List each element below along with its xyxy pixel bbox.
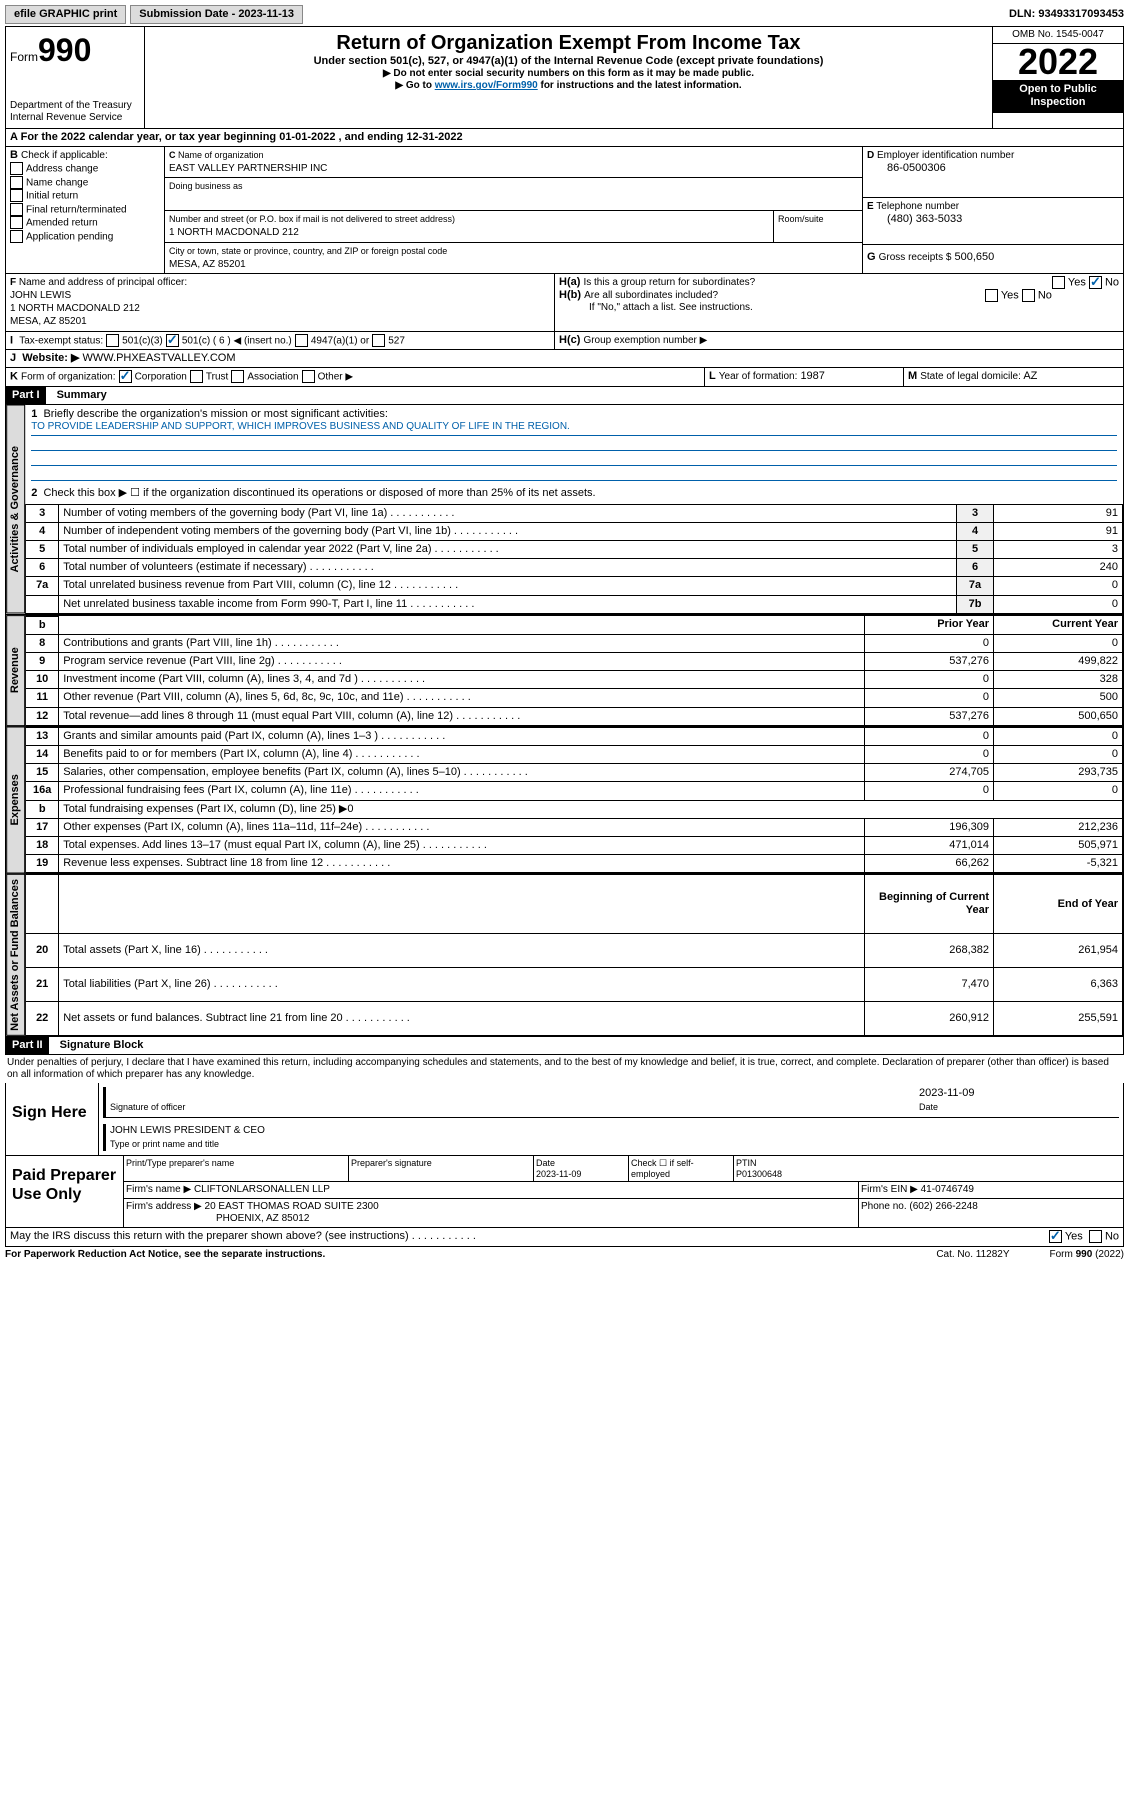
org-name: EAST VALLEY PARTNERSHIP INC — [169, 163, 327, 174]
paid-preparer-block: Paid Preparer Use Only Print/Type prepar… — [5, 1156, 1124, 1229]
website: WWW.PHXEASTVALLEY.COM — [82, 352, 235, 364]
firm-ein: 41-0746749 — [921, 1184, 974, 1195]
telephone: (480) 363-5033 — [867, 213, 962, 225]
part2-title: Signature Block — [52, 1037, 152, 1053]
irs-label: Internal Revenue Service — [10, 112, 140, 124]
city-state-zip: MESA, AZ 85201 — [169, 259, 246, 270]
sign-date: 2023-11-09 — [919, 1087, 974, 1099]
discuss-no[interactable] — [1089, 1230, 1102, 1243]
chk-corp[interactable] — [119, 370, 132, 383]
vtab-netassets: Net Assets or Fund Balances — [6, 874, 25, 1036]
sign-here-block: Sign Here Signature of officer 2023-11-0… — [5, 1083, 1124, 1155]
vtab-expenses: Expenses — [6, 727, 25, 874]
note-link: ▶ Go to www.irs.gov/Form990 for instruct… — [149, 80, 988, 92]
chk-final-return[interactable] — [10, 203, 23, 216]
form-number: 990 — [38, 32, 91, 68]
submission-date-button[interactable]: Submission Date - 2023-11-13 — [130, 5, 303, 24]
vtab-revenue: Revenue — [6, 615, 25, 726]
section-fh: F Name and address of principal officer:… — [5, 274, 1124, 332]
chk-amended[interactable] — [10, 216, 23, 229]
form-subtitle: Under section 501(c), 527, or 4947(a)(1)… — [149, 55, 988, 68]
period-line: For the 2022 calendar year, or tax year … — [21, 131, 463, 143]
tax-year: 2022 — [993, 44, 1123, 80]
chk-other[interactable] — [302, 370, 315, 383]
revenue-table: bPrior YearCurrent Year8Contributions an… — [25, 615, 1123, 726]
form-ref: Form 990 (2022) — [1050, 1249, 1124, 1261]
chk-trust[interactable] — [190, 370, 203, 383]
discuss-yes[interactable] — [1049, 1230, 1062, 1243]
chk-assoc[interactable] — [231, 370, 244, 383]
preparer-date: 2023-11-09 — [536, 1169, 581, 1179]
section-bcdeg: B Check if applicable: Address change Na… — [5, 147, 1124, 274]
cat-no: Cat. No. 11282Y — [936, 1249, 1009, 1261]
dept-label: Department of the Treasury — [10, 100, 140, 112]
netassets-table: Beginning of Current YearEnd of Year20To… — [25, 874, 1123, 1036]
irs-link[interactable]: www.irs.gov/Form990 — [435, 80, 538, 91]
governance-table: 3Number of voting members of the governi… — [25, 504, 1123, 614]
year-formation: 1987 — [800, 370, 824, 382]
chk-4947[interactable] — [295, 334, 308, 347]
street-address: 1 NORTH MACDONALD 212 — [169, 227, 299, 238]
part2-header: Part II — [6, 1037, 49, 1054]
firm-name: CLIFTONLARSONALLEN LLP — [194, 1184, 330, 1195]
open-inspection: Open to Public Inspection — [993, 80, 1123, 112]
note-ssn: ▶ Do not enter social security numbers o… — [149, 68, 988, 80]
ha-no[interactable] — [1089, 276, 1102, 289]
efile-button[interactable]: efile GRAPHIC print — [5, 5, 126, 24]
hb-no[interactable] — [1022, 289, 1035, 302]
ha-yes[interactable] — [1052, 276, 1065, 289]
chk-pending[interactable] — [10, 230, 23, 243]
dln-label: DLN: 93493317093453 — [1009, 8, 1124, 21]
officer-sig-name: JOHN LEWIS PRESIDENT & CEO — [110, 1125, 265, 1136]
top-toolbar: efile GRAPHIC print Submission Date - 20… — [5, 5, 1124, 24]
vtab-governance: Activities & Governance — [6, 405, 25, 614]
expenses-table: 13Grants and similar amounts paid (Part … — [25, 727, 1123, 874]
chk-501c[interactable] — [166, 334, 179, 347]
ein: 86-0500306 — [867, 162, 946, 174]
mission-text: TO PROVIDE LEADERSHIP AND SUPPORT, WHICH… — [31, 421, 1117, 436]
form-word: Form — [10, 50, 38, 64]
chk-501c3[interactable] — [106, 334, 119, 347]
part1-header: Part I — [6, 387, 46, 404]
form-header: Form990 Department of the Treasury Inter… — [5, 26, 1124, 128]
chk-527[interactable] — [372, 334, 385, 347]
firm-addr: 20 EAST THOMAS ROAD SUITE 2300 — [205, 1201, 379, 1212]
declaration: Under penalties of perjury, I declare th… — [5, 1055, 1124, 1083]
hb-yes[interactable] — [985, 289, 998, 302]
gross-receipts: 500,650 — [955, 251, 995, 263]
chk-address-change[interactable] — [10, 162, 23, 175]
form-title: Return of Organization Exempt From Incom… — [149, 31, 988, 55]
part1-title: Summary — [49, 387, 115, 403]
ptin: P01300648 — [736, 1169, 782, 1179]
pra-notice: For Paperwork Reduction Act Notice, see … — [5, 1249, 325, 1261]
chk-name-change[interactable] — [10, 176, 23, 189]
dba-label: Doing business as — [169, 181, 243, 191]
b-label: Check if applicable: — [21, 150, 108, 161]
firm-phone: (602) 266-2248 — [909, 1201, 977, 1212]
state-domicile: AZ — [1023, 370, 1037, 382]
chk-initial-return[interactable] — [10, 189, 23, 202]
officer-name: JOHN LEWIS — [10, 290, 71, 301]
